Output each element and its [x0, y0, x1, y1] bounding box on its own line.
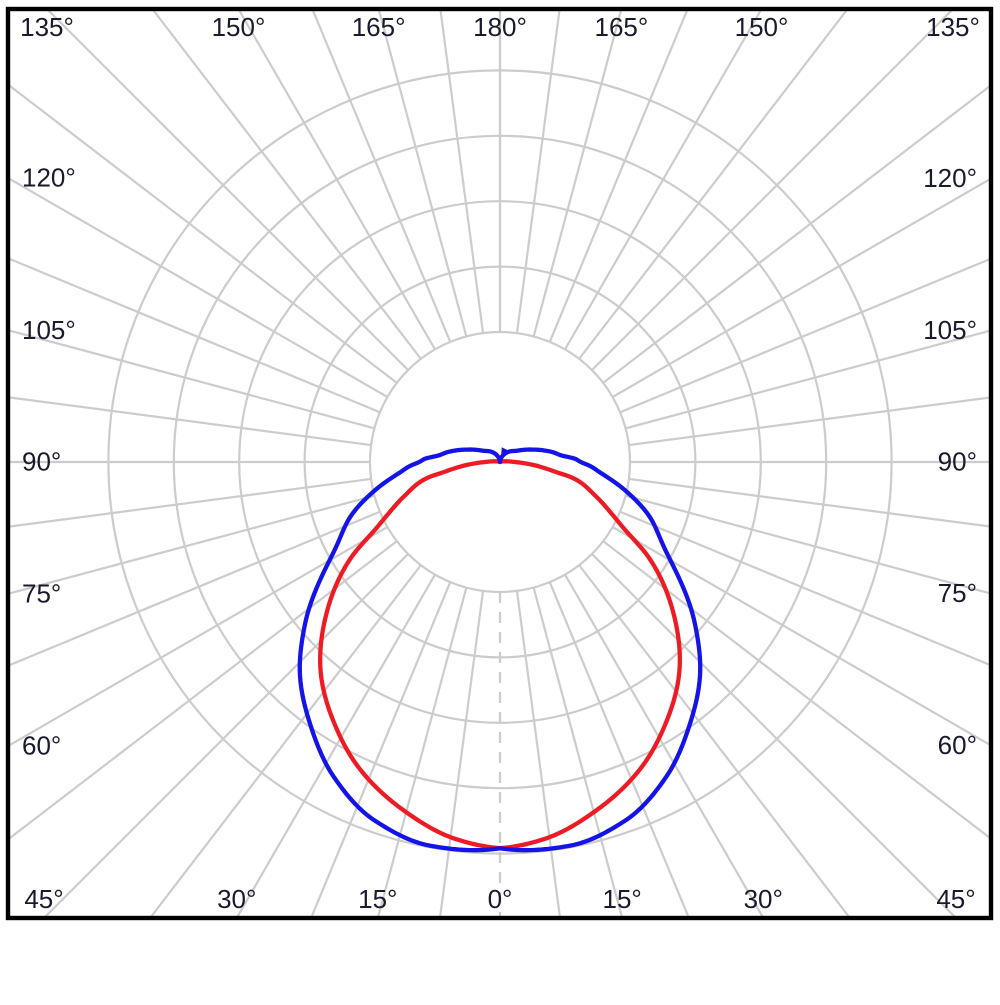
svg-text:165°: 165°: [352, 12, 406, 42]
svg-text:150°: 150°: [735, 12, 789, 42]
svg-text:60°: 60°: [22, 731, 61, 761]
svg-text:150°: 150°: [212, 12, 266, 42]
svg-text:135°: 135°: [20, 12, 74, 42]
svg-text:15°: 15°: [603, 884, 642, 914]
svg-text:60°: 60°: [938, 730, 977, 760]
svg-text:120°: 120°: [923, 163, 977, 193]
svg-text:45°: 45°: [936, 884, 975, 914]
svg-text:0°: 0°: [488, 884, 513, 914]
svg-text:105°: 105°: [22, 315, 76, 345]
svg-text:75°: 75°: [22, 578, 61, 608]
svg-text:135°: 135°: [926, 12, 980, 42]
svg-text:75°: 75°: [938, 578, 977, 608]
svg-text:90°: 90°: [938, 447, 977, 477]
svg-text:45°: 45°: [24, 884, 63, 914]
svg-text:30°: 30°: [744, 884, 783, 914]
svg-text:180°: 180°: [473, 12, 527, 42]
svg-text:120°: 120°: [22, 163, 76, 193]
svg-text:105°: 105°: [923, 315, 977, 345]
svg-text:165°: 165°: [594, 12, 648, 42]
svg-text:15°: 15°: [358, 884, 397, 914]
svg-text:90°: 90°: [22, 447, 61, 477]
svg-text:30°: 30°: [217, 884, 256, 914]
